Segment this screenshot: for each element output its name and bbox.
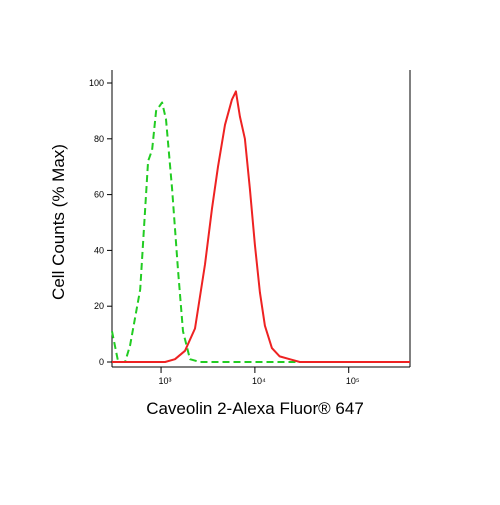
y-tick-label: 100: [89, 78, 104, 88]
y-tick-label: 0: [99, 357, 104, 367]
series-line: [111, 101, 410, 363]
y-tick-label: 60: [94, 190, 104, 200]
x-tick-label: 10⁴: [252, 376, 266, 386]
y-tick-label: 40: [94, 245, 104, 255]
y-tick-label: 20: [94, 301, 104, 311]
y-tick-label: 80: [94, 134, 104, 144]
series-line: [112, 90, 410, 363]
x-tick-label: 10³: [159, 376, 172, 386]
x-tick-label: 10⁵: [346, 376, 360, 386]
x-axis-label: Caveolin 2-Alexa Fluor® 647: [146, 399, 364, 418]
y-axis-label: Cell Counts (% Max): [49, 144, 68, 300]
